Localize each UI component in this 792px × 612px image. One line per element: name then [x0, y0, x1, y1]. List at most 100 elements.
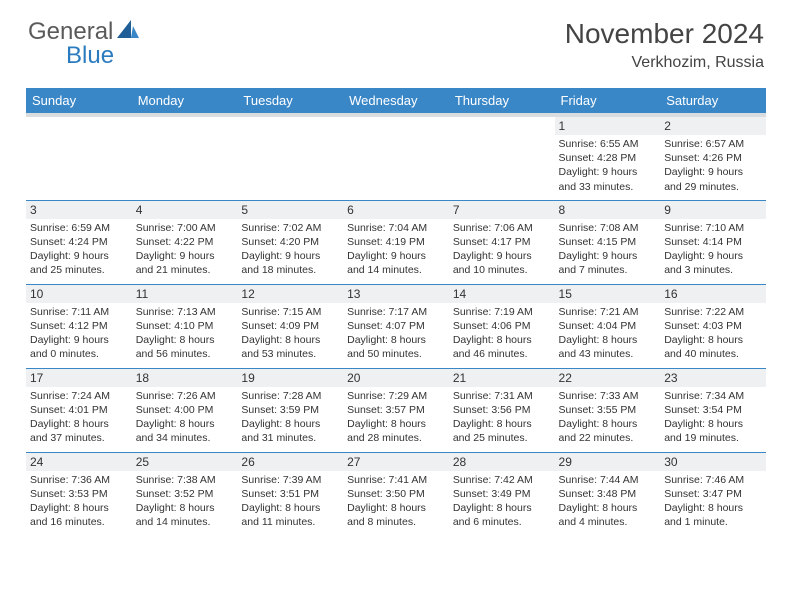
day-number: 15: [555, 285, 661, 303]
calendar-cell: 13Sunrise: 7:17 AMSunset: 4:07 PMDayligh…: [343, 284, 449, 368]
weekday-header-row: SundayMondayTuesdayWednesdayThursdayFrid…: [26, 88, 766, 115]
calendar-cell: 30 Sunrise: 7:46 AMSunset: 3:47 PMDayligh…: [660, 452, 766, 536]
calendar-cell: 18 Sunrise: 7:26 AMSunset: 4:00 PMDayligh…: [132, 368, 238, 452]
calendar-cell: [237, 115, 343, 200]
calendar-cell: 29 Sunrise: 7:44 AMSunset: 3:48 PMDayligh…: [555, 452, 661, 536]
day-info: Sunrise: 7:44 AMSunset: 3:48 PMDaylight:…: [559, 473, 657, 530]
day-info: Sunrise: 7:26 AMSunset: 4:00 PMDaylight:…: [136, 389, 234, 446]
calendar-week-row: 10 Sunrise: 7:11 AMSunset: 4:12 PMDayligh…: [26, 284, 766, 368]
day-info: Sunrise: 7:06 AMSunset: 4:17 PMDaylight:…: [453, 221, 551, 278]
location: Verkhozim, Russia: [565, 54, 764, 72]
day-info: Sunrise: 7:04 AMSunset: 4:19 PMDaylight:…: [347, 221, 445, 278]
calendar-week-row: 17 Sunrise: 7:24 AMSunset: 4:01 PMDayligh…: [26, 368, 766, 452]
calendar-week-row: 3 Sunrise: 6:59 AMSunset: 4:24 PMDaylight…: [26, 200, 766, 284]
day-number: 17: [26, 369, 132, 387]
weekday-header: Thursday: [449, 88, 555, 115]
day-number: 12: [237, 285, 343, 303]
logo: General Blue: [28, 18, 139, 46]
title-block: November 2024 Verkhozim, Russia: [565, 18, 764, 72]
day-number: 21: [449, 369, 555, 387]
calendar-cell: 3 Sunrise: 6:59 AMSunset: 4:24 PMDaylight…: [26, 200, 132, 284]
logo-text-blue: Blue: [66, 42, 114, 70]
calendar-cell: [343, 115, 449, 200]
day-info: Sunrise: 7:38 AMSunset: 3:52 PMDaylight:…: [136, 473, 234, 530]
calendar-cell: 27 Sunrise: 7:41 AMSunset: 3:50 PMDayligh…: [343, 452, 449, 536]
calendar-cell: 9 Sunrise: 7:10 AMSunset: 4:14 PMDaylight…: [660, 200, 766, 284]
day-number: 3: [26, 201, 132, 219]
day-number: 23: [660, 369, 766, 387]
day-number: 6: [343, 201, 449, 219]
weekday-header: Friday: [555, 88, 661, 115]
day-info: Sunrise: 7:36 AMSunset: 3:53 PMDaylight:…: [30, 473, 128, 530]
day-number: 29: [555, 453, 661, 471]
day-number: 11: [132, 285, 238, 303]
calendar-cell: [449, 115, 555, 200]
calendar-cell: 5Sunrise: 7:02 AMSunset: 4:20 PMDaylight…: [237, 200, 343, 284]
day-number: 22: [555, 369, 661, 387]
day-info: Sunrise: 6:59 AMSunset: 4:24 PMDaylight:…: [30, 221, 128, 278]
calendar-cell: 20Sunrise: 7:29 AMSunset: 3:57 PMDayligh…: [343, 368, 449, 452]
calendar-table: SundayMondayTuesdayWednesdayThursdayFrid…: [26, 88, 766, 536]
weekday-header: Sunday: [26, 88, 132, 115]
day-info: Sunrise: 7:41 AMSunset: 3:50 PMDaylight:…: [347, 473, 445, 530]
calendar-week-row: 1Sunrise: 6:55 AMSunset: 4:28 PMDaylight…: [26, 115, 766, 200]
day-info: Sunrise: 7:00 AMSunset: 4:22 PMDaylight:…: [136, 221, 234, 278]
day-number: 5: [237, 201, 343, 219]
day-info: Sunrise: 7:39 AMSunset: 3:51 PMDaylight:…: [241, 473, 339, 530]
calendar-cell: 21 Sunrise: 7:31 AMSunset: 3:56 PMDayligh…: [449, 368, 555, 452]
day-number: 2: [660, 117, 766, 135]
calendar-cell: 7 Sunrise: 7:06 AMSunset: 4:17 PMDaylight…: [449, 200, 555, 284]
calendar-cell: 15 Sunrise: 7:21 AMSunset: 4:04 PMDayligh…: [555, 284, 661, 368]
day-info: Sunrise: 7:08 AMSunset: 4:15 PMDaylight:…: [559, 221, 657, 278]
logo-sail-icon: [117, 20, 139, 45]
calendar-cell: 24Sunrise: 7:36 AMSunset: 3:53 PMDayligh…: [26, 452, 132, 536]
calendar-cell: 14 Sunrise: 7:19 AMSunset: 4:06 PMDayligh…: [449, 284, 555, 368]
weekday-header: Wednesday: [343, 88, 449, 115]
day-number: 25: [132, 453, 238, 471]
calendar-cell: 1Sunrise: 6:55 AMSunset: 4:28 PMDaylight…: [555, 115, 661, 200]
day-number: 1: [555, 117, 661, 135]
day-info: Sunrise: 7:22 AMSunset: 4:03 PMDaylight:…: [664, 305, 762, 362]
day-info: Sunrise: 7:21 AMSunset: 4:04 PMDaylight:…: [559, 305, 657, 362]
day-number: 18: [132, 369, 238, 387]
day-number: 26: [237, 453, 343, 471]
day-info: Sunrise: 7:17 AMSunset: 4:07 PMDaylight:…: [347, 305, 445, 362]
calendar-cell: 8 Sunrise: 7:08 AMSunset: 4:15 PMDaylight…: [555, 200, 661, 284]
day-info: Sunrise: 6:57 AMSunset: 4:26 PMDaylight:…: [664, 137, 762, 194]
day-number: 19: [237, 369, 343, 387]
day-number: 14: [449, 285, 555, 303]
day-info: Sunrise: 7:15 AMSunset: 4:09 PMDaylight:…: [241, 305, 339, 362]
day-number: 8: [555, 201, 661, 219]
calendar-cell: 4 Sunrise: 7:00 AMSunset: 4:22 PMDaylight…: [132, 200, 238, 284]
day-info: Sunrise: 7:11 AMSunset: 4:12 PMDaylight:…: [30, 305, 128, 362]
calendar-cell: 25 Sunrise: 7:38 AMSunset: 3:52 PMDayligh…: [132, 452, 238, 536]
calendar-cell: 17 Sunrise: 7:24 AMSunset: 4:01 PMDayligh…: [26, 368, 132, 452]
day-info: Sunrise: 7:42 AMSunset: 3:49 PMDaylight:…: [453, 473, 551, 530]
day-number: 10: [26, 285, 132, 303]
calendar-cell: 28Sunrise: 7:42 AMSunset: 3:49 PMDayligh…: [449, 452, 555, 536]
weekday-header: Monday: [132, 88, 238, 115]
day-number: 4: [132, 201, 238, 219]
day-info: Sunrise: 7:10 AMSunset: 4:14 PMDaylight:…: [664, 221, 762, 278]
day-info: Sunrise: 7:29 AMSunset: 3:57 PMDaylight:…: [347, 389, 445, 446]
calendar-cell: 11Sunrise: 7:13 AMSunset: 4:10 PMDayligh…: [132, 284, 238, 368]
calendar-cell: 16Sunrise: 7:22 AMSunset: 4:03 PMDayligh…: [660, 284, 766, 368]
calendar-cell: 23Sunrise: 7:34 AMSunset: 3:54 PMDayligh…: [660, 368, 766, 452]
day-number: 30: [660, 453, 766, 471]
calendar-cell: 19 Sunrise: 7:28 AMSunset: 3:59 PMDayligh…: [237, 368, 343, 452]
day-info: Sunrise: 7:46 AMSunset: 3:47 PMDaylight:…: [664, 473, 762, 530]
weekday-header: Tuesday: [237, 88, 343, 115]
calendar-cell: [26, 115, 132, 200]
day-number: 7: [449, 201, 555, 219]
day-info: Sunrise: 7:33 AMSunset: 3:55 PMDaylight:…: [559, 389, 657, 446]
day-info: Sunrise: 7:31 AMSunset: 3:56 PMDaylight:…: [453, 389, 551, 446]
calendar-cell: 6 Sunrise: 7:04 AMSunset: 4:19 PMDaylight…: [343, 200, 449, 284]
day-number: 9: [660, 201, 766, 219]
calendar-cell: 2 Sunrise: 6:57 AMSunset: 4:26 PMDaylight…: [660, 115, 766, 200]
day-info: Sunrise: 7:19 AMSunset: 4:06 PMDaylight:…: [453, 305, 551, 362]
day-info: Sunrise: 7:28 AMSunset: 3:59 PMDaylight:…: [241, 389, 339, 446]
month-title: November 2024: [565, 18, 764, 50]
day-info: Sunrise: 7:24 AMSunset: 4:01 PMDaylight:…: [30, 389, 128, 446]
header: General Blue November 2024 Verkhozim, Ru…: [0, 0, 792, 80]
day-number: 27: [343, 453, 449, 471]
